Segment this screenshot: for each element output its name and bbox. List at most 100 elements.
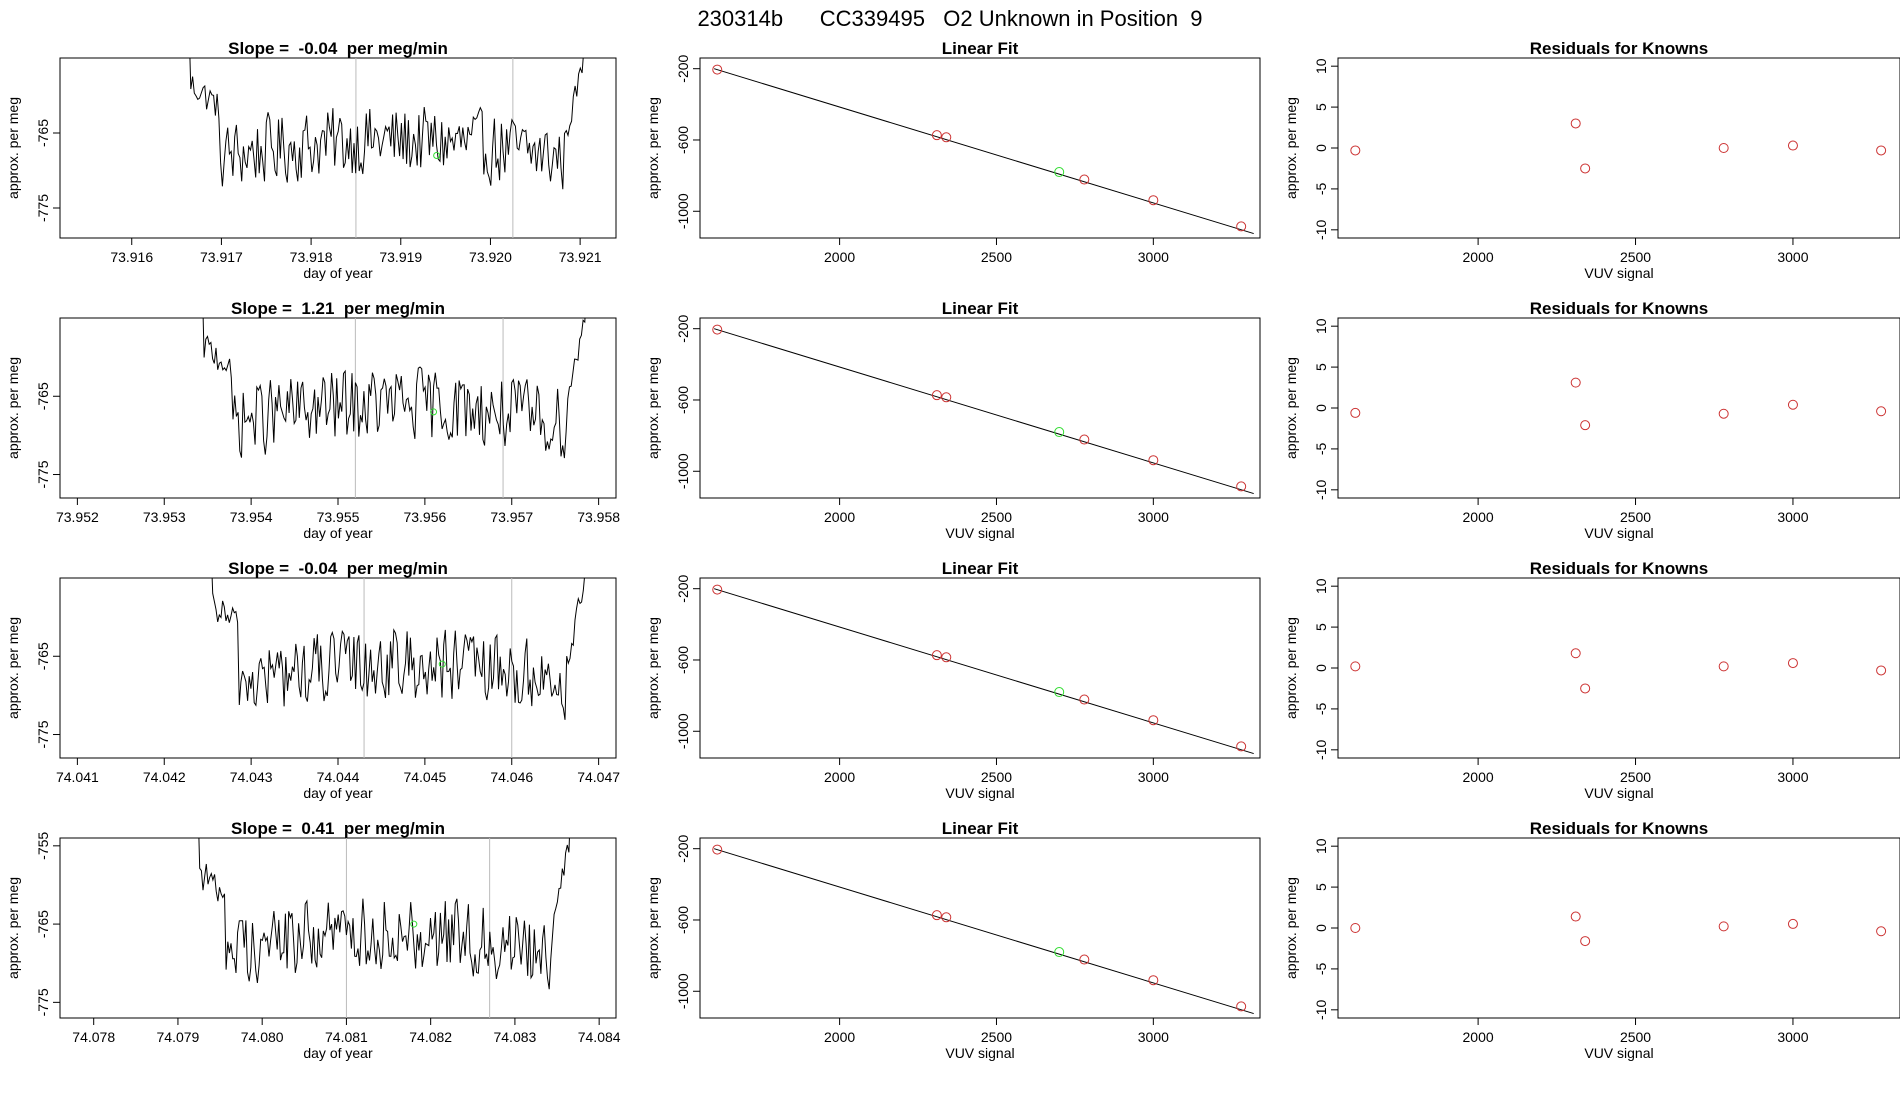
plot-area [712, 844, 1254, 1015]
known-point [1718, 143, 1729, 153]
known-point [1876, 406, 1887, 417]
fit-line [713, 328, 1254, 495]
y-tick-label: -10 [1313, 999, 1329, 1019]
y-axis-label: approx. per meg [645, 357, 661, 459]
known-point [1876, 665, 1887, 676]
known-point [941, 392, 952, 403]
x-axis-label: VUV signal [945, 785, 1014, 801]
plot-area [712, 584, 1254, 755]
x-tick-label: 73.956 [403, 509, 446, 525]
y-tick-label: 0 [1313, 664, 1329, 672]
unknown-point [1054, 167, 1065, 178]
y-tick-label: -10 [1313, 479, 1329, 499]
known-point [1570, 911, 1581, 922]
panel-4-3: Residuals for Knowns 2000 2500 3000 VUV sign… [1283, 819, 1900, 1061]
y-tick-label: 0 [1313, 144, 1329, 152]
known-point [941, 912, 952, 923]
x-tick-label: 2000 [1463, 509, 1494, 525]
known-point [1236, 221, 1247, 232]
known-point [712, 324, 723, 335]
known-point [1350, 661, 1361, 672]
y-tick-label: -200 [675, 54, 691, 82]
plot-frame [59, 837, 617, 1019]
y-tick-label: -765 [35, 382, 51, 410]
y-tick-label: -600 [675, 646, 691, 674]
y-tick-label: 10 [1313, 58, 1329, 74]
x-axis-label: VUV signal [1584, 785, 1653, 801]
known-point [1580, 683, 1591, 694]
plot-frame [59, 57, 617, 239]
y-tick-label: -5 [1313, 962, 1329, 975]
plot-frame [1337, 837, 1900, 1019]
y-tick-label: -1000 [675, 453, 691, 489]
unknown-marker [410, 920, 418, 928]
panel-title: Linear Fit [942, 299, 1019, 318]
panel-2-1: Slope = 1.21 per meg/min 73.952 73.953 73.9… [5, 299, 620, 541]
known-point [1350, 407, 1361, 418]
signal-trace [189, 58, 584, 190]
plot-area [1350, 118, 1887, 174]
x-tick-label: 2000 [824, 249, 855, 265]
y-axis-label: approx. per meg [645, 617, 661, 719]
x-tick-label: 2500 [981, 769, 1012, 785]
x-tick-label: 2000 [1463, 769, 1494, 785]
y-axis-label: approx. per meg [5, 877, 21, 979]
known-point [1236, 1001, 1247, 1012]
x-axis-label: day of year [303, 525, 373, 541]
x-tick-label: 74.082 [409, 1029, 452, 1045]
known-point [1787, 918, 1798, 929]
panel-title: Linear Fit [942, 559, 1019, 578]
plot-frame [699, 837, 1261, 1019]
y-axis-label: approx. per meg [1283, 357, 1299, 459]
y-tick-label: -775 [35, 720, 51, 748]
x-tick-label: 3000 [1138, 1029, 1169, 1045]
x-tick-label: 73.921 [559, 249, 602, 265]
panel-title: Residuals for Knowns [1530, 39, 1709, 58]
plot-frame [699, 317, 1261, 499]
known-point [1236, 481, 1247, 492]
x-tick-label: 73.954 [230, 509, 273, 525]
y-axis-label: approx. per meg [645, 97, 661, 199]
known-point [1787, 658, 1798, 669]
plot-area [712, 324, 1254, 495]
panel-title: Slope = -0.04 per meg/min [228, 559, 448, 578]
fit-line [713, 68, 1254, 235]
panel-2-3: Residuals for Knowns 2000 2500 3000 VUV sign… [1283, 299, 1900, 541]
x-tick-label: 74.043 [230, 769, 273, 785]
plot-frame [1337, 57, 1900, 239]
panel-1-2: Linear Fit 2000 2500 3000 -200 -600 -1000 appro… [645, 39, 1261, 265]
known-point [1570, 648, 1581, 659]
x-axis-label: VUV signal [1584, 1045, 1653, 1061]
known-point [931, 650, 942, 661]
known-point [931, 910, 942, 921]
x-tick-label: 3000 [1138, 769, 1169, 785]
known-point [1580, 936, 1591, 947]
panel-4-2: Linear Fit 2000 2500 3000 VUV signal -200 -600… [645, 819, 1261, 1061]
panel-title: Residuals for Knowns [1530, 559, 1709, 578]
x-axis-label: day of year [303, 785, 373, 801]
y-tick-label: -755 [35, 832, 51, 860]
x-tick-label: 74.079 [157, 1029, 200, 1045]
y-axis-label: approx. per meg [5, 357, 21, 459]
panel-3-1: Slope = -0.04 per meg/min 74.041 74.042 74.… [5, 559, 620, 801]
y-axis-label: approx. per meg [1283, 617, 1299, 719]
x-tick-label: 73.957 [490, 509, 533, 525]
panel-title: Residuals for Knowns [1530, 299, 1709, 318]
x-tick-label: 74.046 [490, 769, 533, 785]
known-point [1148, 195, 1159, 206]
known-point [1079, 434, 1090, 445]
known-point [1580, 163, 1591, 174]
plot-area [189, 58, 584, 238]
panel-3-2: Linear Fit 2000 2500 3000 VUV signal -200 -600… [645, 559, 1261, 801]
x-axis-label: day of year [303, 265, 373, 281]
y-tick-label: 10 [1313, 318, 1329, 334]
unknown-marker [430, 408, 438, 416]
signal-trace [211, 578, 585, 720]
y-tick-label: -775 [35, 460, 51, 488]
y-tick-label: -765 [35, 910, 51, 938]
plot-area [198, 838, 570, 1018]
x-tick-label: 3000 [1777, 769, 1808, 785]
x-tick-label: 2500 [1620, 769, 1651, 785]
signal-trace [202, 318, 586, 459]
